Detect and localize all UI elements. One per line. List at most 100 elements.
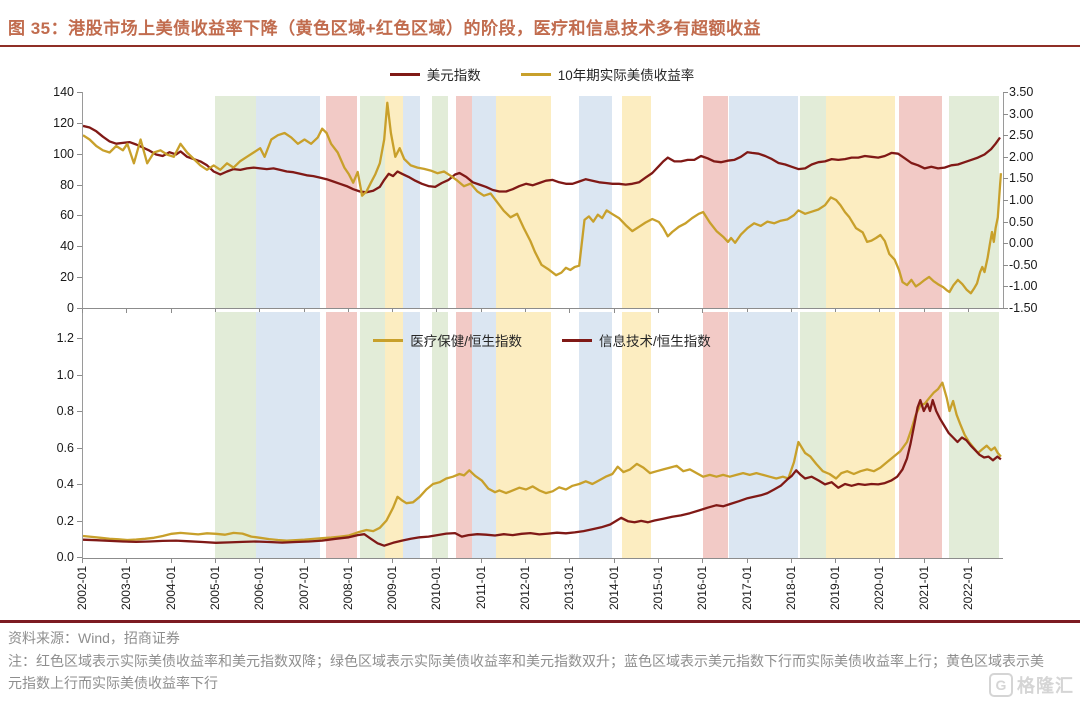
x-axis-tickmark — [879, 309, 881, 313]
y-axis-tickmark — [77, 122, 82, 124]
y-axis-tickmark — [77, 338, 82, 339]
band-green — [215, 96, 256, 308]
band-green — [432, 96, 448, 308]
x-axis-label: 2004-01 — [163, 566, 178, 611]
x-axis-tickmark — [126, 309, 128, 313]
y-axis-tickmark — [77, 92, 82, 93]
band-yellow — [622, 312, 651, 558]
y-axis-tick-label: 0.8 — [56, 404, 74, 418]
x-axis-tickmark — [214, 309, 216, 313]
x-axis-tickmark — [746, 559, 748, 563]
band-red — [702, 312, 729, 558]
y-axis-tick-label: 0.6 — [56, 440, 74, 455]
band-blue — [255, 96, 320, 308]
y-axis-tick-label: -1.00 — [1009, 279, 1038, 294]
bottom-chart-legend: 医疗保健/恒生指数 信息技术/恒生指数 — [82, 330, 1002, 350]
x-axis-tickmark — [879, 559, 881, 563]
band-green — [215, 312, 256, 558]
x-axis-tickmark — [303, 309, 305, 313]
y-axis-tick-label: 0.00 — [1009, 236, 1034, 251]
y-axis-tickmark — [1003, 178, 1008, 180]
x-axis-label: 2017-01 — [739, 566, 754, 611]
y-axis-tick-label: 0.2 — [56, 513, 74, 528]
top-chart-lines — [83, 101, 1003, 295]
band-yellow — [495, 312, 551, 558]
band-blue — [472, 96, 496, 308]
note-text: 注：红色区域表示实际美债收益率和美元指数双降；绿色区域表示实际美债收益率和美元指… — [8, 653, 1044, 691]
x-axis-tickmark — [657, 309, 659, 313]
band-green — [359, 312, 386, 558]
x-axis-tickmark — [170, 309, 172, 313]
x-axis-tickmark — [835, 309, 837, 313]
x-axis-tickmark — [170, 559, 172, 563]
legend-label: 10年期实际美债收益率 — [557, 68, 695, 83]
x-axis-label: 2018-01 — [783, 566, 798, 611]
footer-divider — [0, 620, 1080, 623]
y-axis-tickmark — [77, 557, 82, 558]
y-axis-tick-label: 2.00 — [1009, 149, 1034, 164]
x-axis-tickmark — [746, 309, 748, 313]
band-blue — [402, 96, 421, 308]
y-axis-tick-label: -1.50 — [1009, 301, 1038, 315]
x-axis-label: 2016-01 — [695, 566, 710, 611]
x-axis-label: 2006-01 — [252, 566, 267, 611]
y-axis-tickmark — [77, 184, 82, 186]
x-axis-tickmark — [214, 559, 216, 563]
legend-label: 美元指数 — [426, 68, 481, 83]
top-chart-legend: 美元指数 10年期实际美债收益率 — [82, 64, 1002, 84]
x-axis-tickmark — [702, 559, 704, 563]
x-axis-tickmark — [657, 559, 659, 563]
x-axis-tickmark — [525, 559, 526, 563]
y-axis-tickmark — [77, 215, 82, 217]
x-axis-tickmark — [569, 559, 571, 563]
x-axis-tickmark — [303, 559, 305, 563]
x-axis-label: 2013-01 — [562, 566, 577, 611]
x-axis-label: 2003-01 — [119, 566, 134, 611]
x-axis-tickmark — [436, 559, 438, 563]
band-yellow — [495, 96, 551, 308]
x-axis-tickmark — [347, 309, 349, 313]
x-axis-tickmark — [436, 309, 438, 313]
band-blue — [579, 312, 612, 558]
y-axis-tickmark — [1003, 264, 1008, 266]
y-axis-tick-label: -0.50 — [1009, 257, 1038, 272]
figure-title: 图 35：港股市场上美债收益率下降（黄色区域+红色区域）的阶段，医疗和信息技术多… — [8, 19, 762, 38]
y-axis-tickmark — [77, 153, 82, 155]
x-axis-tickmark — [392, 309, 394, 313]
x-axis-tickmark — [790, 559, 792, 563]
x-axis-label: 2021-01 — [916, 566, 931, 611]
y-axis-tick-label: 1.00 — [1009, 193, 1034, 207]
x-axis-label: 2005-01 — [207, 566, 222, 611]
y-axis-tickmark — [77, 277, 82, 279]
x-axis-label: 2011-01 — [473, 566, 488, 610]
band-green — [359, 96, 386, 308]
x-axis-tickmark — [480, 559, 482, 563]
y-axis-tick-label: 0.50 — [1009, 214, 1034, 229]
gelonghui-logo-text: 格隆汇 — [1017, 676, 1074, 696]
band-red — [326, 96, 358, 308]
x-axis-tickmark — [259, 559, 261, 563]
y-axis-tickmark — [77, 246, 82, 248]
band-green — [432, 312, 448, 558]
legend-item: 美元指数 — [389, 64, 481, 84]
legend-label: 医疗保健/恒生指数 — [410, 334, 522, 349]
x-axis-tickmark — [613, 559, 615, 563]
y-axis-tick-label: 40 — [60, 239, 74, 254]
y-axis-tick-label: 1.2 — [56, 331, 74, 345]
x-axis-tickmark — [569, 309, 571, 313]
x-axis-label: 2009-01 — [385, 566, 400, 611]
y-axis-tickmark — [1003, 221, 1008, 223]
x-axis-tickmark — [259, 309, 261, 313]
legend-line-swatch — [562, 338, 592, 342]
legend-line-swatch — [520, 72, 551, 76]
band-red — [326, 312, 358, 558]
x-axis-label: 2012-01 — [518, 566, 532, 611]
y-axis-tickmark — [1003, 135, 1008, 137]
x-axis-tickmark — [923, 309, 925, 313]
y-axis-tickmark — [1003, 200, 1008, 201]
band-blue — [472, 312, 496, 558]
band-blue — [402, 312, 421, 558]
x-axis-tickmark — [525, 309, 526, 313]
gelonghui-logo: G 格隆汇 — [989, 672, 1074, 698]
